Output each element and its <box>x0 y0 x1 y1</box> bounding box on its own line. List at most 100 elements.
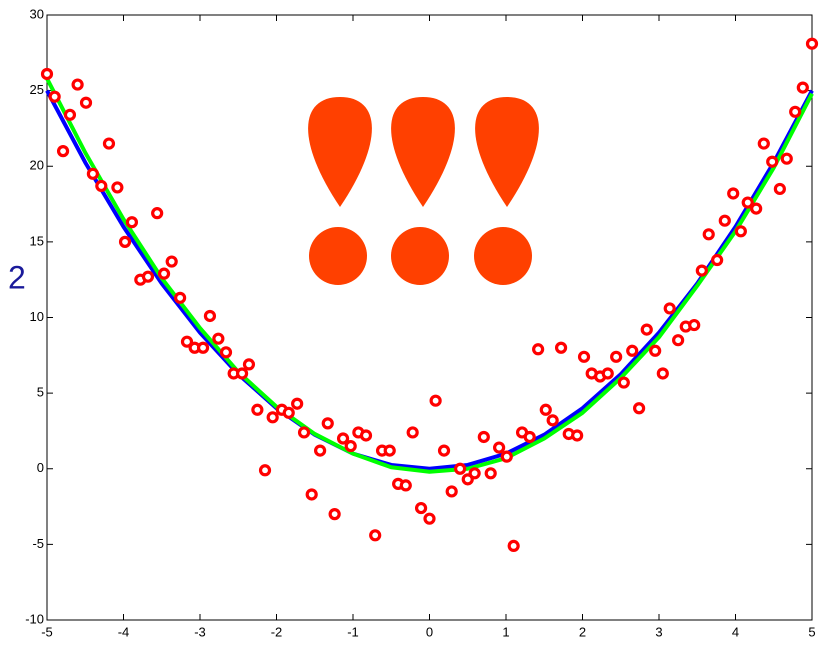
data-point <box>297 426 311 439</box>
data-point <box>484 467 497 480</box>
data-point <box>468 467 481 480</box>
y-tick-label: -5 <box>32 536 44 551</box>
x-tick-label: 4 <box>732 624 739 639</box>
data-point <box>102 137 116 150</box>
x-tick-label: 1 <box>502 624 509 639</box>
data-point <box>125 216 139 229</box>
data-point <box>546 414 559 427</box>
data-point <box>86 167 100 180</box>
data-point <box>601 367 614 380</box>
y-tick-label: 10 <box>30 309 44 324</box>
data-point <box>282 406 295 419</box>
y-tick-label: 30 <box>30 6 44 21</box>
data-point <box>48 90 61 103</box>
x-tick-label: 5 <box>808 624 815 639</box>
exclamation-dot <box>309 227 367 285</box>
data-point <box>649 344 662 357</box>
data-point <box>780 152 793 165</box>
exclamation-dot <box>391 227 449 285</box>
data-point <box>369 529 382 542</box>
fit-line <box>45 77 814 474</box>
data-point <box>640 323 653 336</box>
data-point <box>672 334 685 347</box>
y-tick-label: -10 <box>25 611 44 626</box>
data-point <box>437 444 451 457</box>
data-point <box>734 225 747 238</box>
data-point <box>789 105 802 118</box>
data-point <box>727 187 740 200</box>
x-tick-label: -2 <box>271 624 283 639</box>
exclamation <box>308 97 372 207</box>
data-point <box>445 485 458 498</box>
data-point <box>571 429 584 442</box>
data-point <box>532 343 545 356</box>
data-point <box>151 207 164 220</box>
data-point <box>741 196 754 209</box>
data-point <box>750 202 763 215</box>
data-point <box>40 67 54 81</box>
y-tick-label: 25 <box>30 82 44 97</box>
y-tick-label: 5 <box>37 385 44 400</box>
decoration <box>308 97 539 285</box>
x-tick-label: -3 <box>194 624 206 639</box>
data-point <box>196 341 210 354</box>
data-point <box>454 462 467 475</box>
data-point <box>477 430 490 444</box>
data-point <box>242 358 256 371</box>
data-point <box>141 270 155 283</box>
data-point <box>235 367 249 380</box>
data-point <box>429 394 442 407</box>
data-point <box>118 235 132 248</box>
data-point <box>688 318 701 332</box>
data-point <box>314 444 327 457</box>
data-point <box>539 403 552 416</box>
data-point <box>291 397 304 410</box>
data-point <box>766 155 779 168</box>
data-point <box>656 367 669 380</box>
data-point <box>617 376 630 389</box>
data-point <box>336 432 350 445</box>
data-point <box>702 228 715 241</box>
data-point <box>266 411 279 424</box>
data-point <box>174 291 187 304</box>
data-point <box>383 444 396 457</box>
data-point <box>633 402 646 415</box>
data-point <box>212 332 225 345</box>
data-point <box>718 214 731 227</box>
data-point <box>507 539 520 552</box>
data-point <box>56 145 70 158</box>
data-point <box>165 255 178 268</box>
x-tick-label: -4 <box>118 624 130 639</box>
y-tick-label: 15 <box>30 233 44 248</box>
data-point <box>805 37 819 50</box>
data-point <box>399 479 412 492</box>
data-point <box>406 426 419 439</box>
data-point <box>711 253 724 267</box>
y-tick-label: 20 <box>30 158 44 173</box>
data-point <box>423 512 436 525</box>
x-tick-label: 3 <box>655 624 662 639</box>
data-point <box>554 341 568 354</box>
data-point <box>757 137 770 150</box>
data-point <box>203 309 217 323</box>
exclamation <box>391 97 455 207</box>
data-point <box>577 350 591 363</box>
data-point <box>305 488 318 501</box>
data-point <box>500 450 513 463</box>
data-point <box>414 501 428 515</box>
data-point <box>180 335 194 348</box>
data-point <box>493 441 506 454</box>
data-point <box>95 179 108 193</box>
x-tick-label: 2 <box>579 624 586 639</box>
data-point <box>321 417 334 430</box>
data-point <box>157 267 171 280</box>
x-tick-label: -5 <box>41 624 53 639</box>
data-point <box>344 439 357 453</box>
data-point <box>626 344 639 357</box>
data-point <box>796 81 809 94</box>
data-point <box>71 78 84 91</box>
data-point <box>359 429 373 442</box>
data-point <box>328 508 341 521</box>
